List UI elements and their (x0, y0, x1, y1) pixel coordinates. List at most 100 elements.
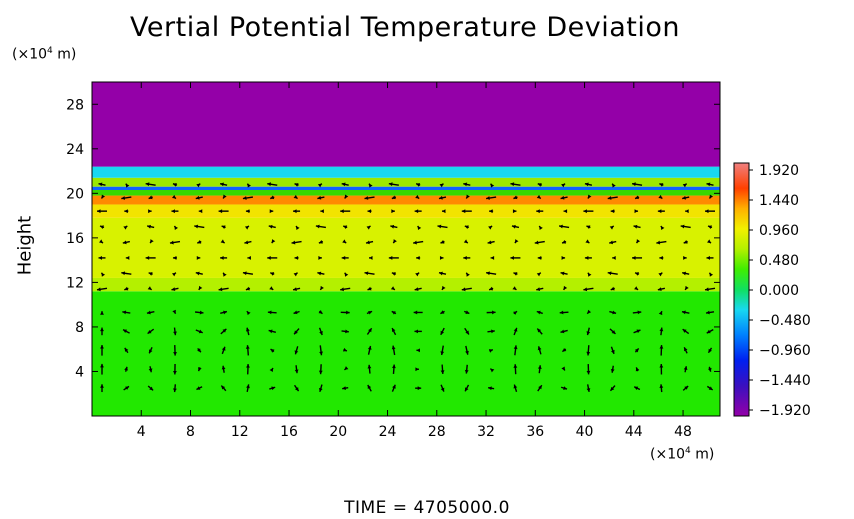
wind-vector-head (610, 368, 615, 373)
wind-vector-head (440, 240, 445, 244)
wind-vector-head (658, 272, 663, 277)
x-tick-label: 8 (186, 424, 195, 440)
wind-vector-head (465, 350, 469, 355)
wind-vector-head (536, 194, 541, 199)
wind-vector-head (173, 370, 177, 375)
wind-vector-head (369, 183, 373, 188)
wind-vector-head (100, 225, 104, 230)
chart-title: Vertial Potential Temperature Deviation (130, 12, 680, 43)
wind-vector-head (440, 351, 445, 356)
wind-vector-head (536, 209, 540, 214)
wind-vector-head (169, 240, 174, 245)
wind-vector-head (683, 240, 688, 244)
wind-vector-head (559, 310, 564, 315)
wind-vector-head (707, 239, 711, 244)
wind-vector-head (346, 310, 350, 315)
wind-vector-head (315, 224, 320, 229)
wind-vector-head (271, 386, 276, 391)
wind-vector-head (559, 224, 563, 229)
wind-vector-head (463, 255, 467, 260)
wind-vector-head (607, 271, 612, 276)
wind-vector-head (392, 364, 396, 369)
wind-vector-head (242, 196, 247, 200)
wind-vector-head (247, 255, 251, 260)
wind-vector-head (658, 311, 663, 316)
wind-vector-head (438, 195, 443, 200)
wind-vector-head (513, 272, 518, 276)
wind-vector-head (100, 384, 104, 388)
heatmap-bands (92, 82, 720, 416)
wind-vector-head (340, 287, 344, 292)
wind-vector-head (194, 224, 199, 229)
wind-vector-head (586, 351, 591, 356)
wind-vector-head (612, 310, 617, 315)
wind-vector-head (367, 345, 372, 350)
wind-vector-head (513, 311, 518, 315)
wind-vector-head (486, 271, 490, 276)
wind-vector-head (466, 272, 470, 277)
wind-vector-head (440, 330, 445, 335)
colorbar-ticks: 1.920 1.440 0.960 0.480 0.000 −0.480 −0.960 −1.… (749, 163, 811, 419)
wind-vector-head (660, 225, 665, 230)
wind-vector-head (294, 183, 299, 187)
wind-vector-head (269, 286, 274, 290)
wind-vector-head (560, 271, 565, 276)
wind-vector-head (268, 224, 273, 229)
wind-vector-head (632, 255, 636, 260)
wind-vector-head (291, 240, 296, 245)
wind-vector-head (345, 329, 349, 334)
wind-vector-head (390, 224, 395, 229)
wind-vector-head (222, 328, 227, 333)
wind-vector-head (587, 194, 592, 199)
wind-vector-head (658, 194, 663, 199)
wind-vector-head (269, 367, 273, 372)
wind-vector-head (296, 225, 300, 230)
wind-vector-head (537, 328, 542, 333)
wind-vector-head (514, 239, 519, 244)
wind-vector-head (583, 209, 587, 214)
wind-vector-head (317, 195, 322, 200)
colorbar-tick-label: −0.480 (759, 313, 811, 329)
wind-vector-head (490, 183, 495, 188)
wind-vector-head (612, 255, 616, 260)
colorbar-tick-label: −0.960 (759, 343, 811, 359)
wind-vector-head (223, 272, 227, 277)
wind-vector-head (218, 209, 223, 214)
wind-vector-head (294, 330, 298, 335)
wind-vector-head (267, 255, 271, 260)
wind-vector-head (124, 366, 128, 371)
y-tick-label: 16 (66, 231, 84, 247)
wind-vector-head (513, 384, 518, 389)
wind-vector-head (100, 327, 104, 332)
wind-vector-head (391, 311, 396, 315)
wind-vector-head (293, 209, 297, 214)
wind-vector-head (124, 286, 129, 291)
wind-vector-head (464, 369, 469, 374)
wind-vector-head (466, 194, 470, 199)
wind-vector-head (171, 209, 175, 214)
wind-vector-head (609, 225, 614, 230)
wind-vector-head (198, 209, 203, 214)
wind-vector-head (637, 310, 642, 315)
wind-vector-head (684, 347, 688, 352)
x-unit-suffix: m) (690, 446, 715, 463)
heat-band-9 (92, 82, 720, 167)
wind-vector-head (488, 225, 493, 230)
wind-vector-head (319, 330, 323, 335)
wind-vector-head (489, 286, 494, 291)
wind-vector-head (437, 224, 442, 229)
wind-vector-head (513, 364, 518, 368)
wind-vector-head (537, 346, 542, 351)
wind-vector-head (198, 285, 203, 290)
wind-vector-head (391, 272, 396, 276)
wind-vector-head (221, 346, 226, 351)
wind-vector-head (98, 255, 103, 260)
wind-vector-head (125, 386, 129, 390)
wind-vector-head (366, 225, 371, 230)
wind-vector-head (342, 386, 346, 390)
x-unit-exponent: 4 (685, 446, 691, 456)
colorbar (733, 162, 750, 417)
wind-vector-head (586, 225, 591, 230)
wind-vector-head (121, 271, 126, 276)
wind-vector-head (414, 209, 419, 214)
